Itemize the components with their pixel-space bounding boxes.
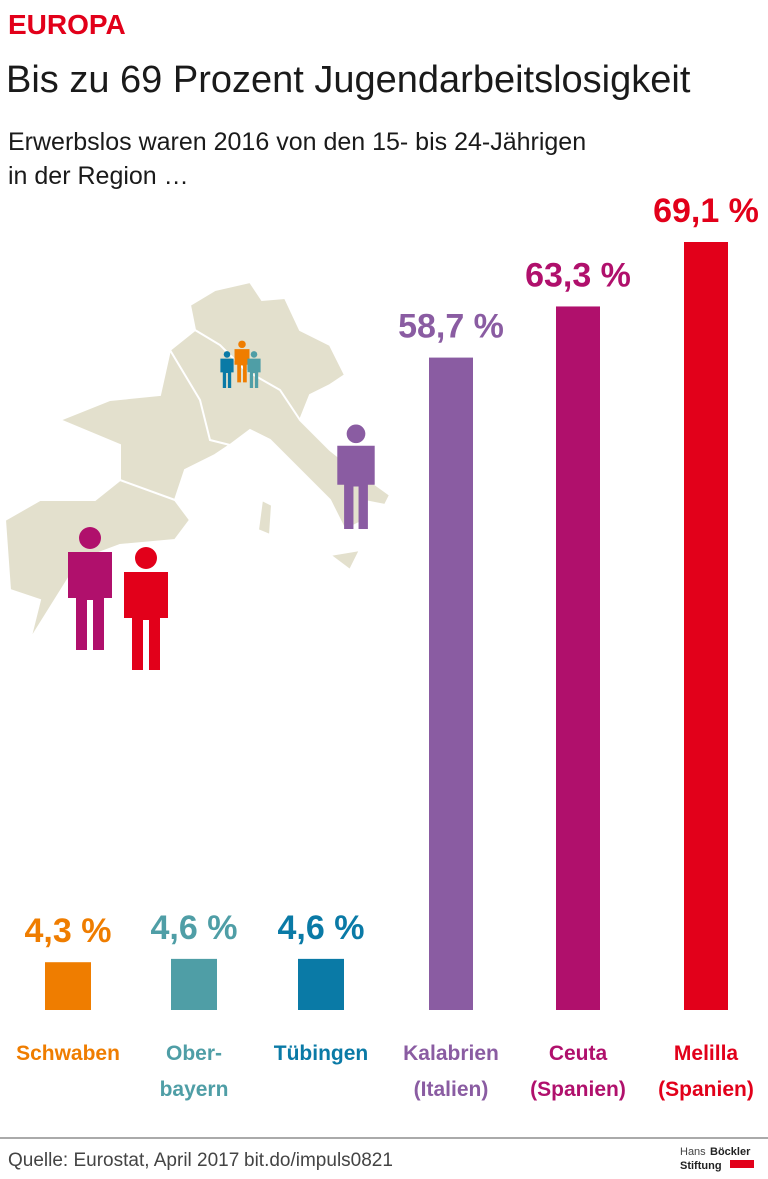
bar <box>429 357 473 1010</box>
map <box>3 280 392 641</box>
bar <box>556 306 600 1010</box>
person-part <box>247 358 261 388</box>
map-island <box>256 498 274 537</box>
value-label: 69,1 % <box>653 192 759 230</box>
kicker: EUROPA <box>8 9 126 40</box>
person-part <box>223 351 231 358</box>
value-label: 4,6 % <box>151 909 238 947</box>
person-part <box>79 527 101 549</box>
bar <box>45 962 91 1010</box>
chart-title: Bis zu 69 Prozent Jugendarbeitslosigkeit <box>6 59 691 101</box>
map-border <box>119 479 176 501</box>
value-label: 63,3 % <box>525 256 631 294</box>
person-icon <box>234 340 250 383</box>
value-label: 4,6 % <box>278 909 365 947</box>
category-label: Melilla (Spanien) <box>658 1042 754 1101</box>
logo-mark <box>730 1160 754 1168</box>
bar <box>298 958 344 1010</box>
person-part <box>220 358 234 388</box>
chart-subtitle: Erwerbslos waren 2016 von den 15- bis 24… <box>8 128 586 190</box>
person-part <box>124 572 168 670</box>
person-part <box>135 547 157 569</box>
category-label: Ober-bayern <box>160 1042 229 1101</box>
category-label: Tübingen <box>274 1042 368 1065</box>
person-icon <box>68 527 112 650</box>
category-label: Kalabrien (Italien) <box>403 1042 499 1101</box>
person-icon <box>247 351 261 388</box>
person-part <box>238 340 246 349</box>
logo-text: Stiftung <box>680 1160 722 1172</box>
value-label: 4,3 % <box>25 912 112 950</box>
person-part <box>68 552 112 650</box>
person-icon <box>220 351 234 388</box>
map-island <box>327 548 362 572</box>
person-part <box>337 445 375 529</box>
link: bit.do/impuls0821 <box>244 1150 393 1171</box>
person-part <box>346 424 366 444</box>
bar <box>684 242 728 1010</box>
category-label: Schwaben <box>16 1042 120 1065</box>
bar <box>171 958 217 1010</box>
person-icon <box>124 547 168 670</box>
category-label: Ceuta (Spanien) <box>530 1042 626 1101</box>
person-icon <box>337 424 375 529</box>
source: Quelle: Eurostat, April 2017 <box>8 1150 239 1171</box>
value-label: 58,7 % <box>398 308 504 346</box>
logo-text: Hans <box>680 1146 706 1158</box>
person-part <box>234 349 250 383</box>
logo-text: Böckler <box>710 1146 751 1158</box>
person-part <box>250 351 258 358</box>
map-land <box>3 280 392 641</box>
map-border <box>169 349 231 446</box>
